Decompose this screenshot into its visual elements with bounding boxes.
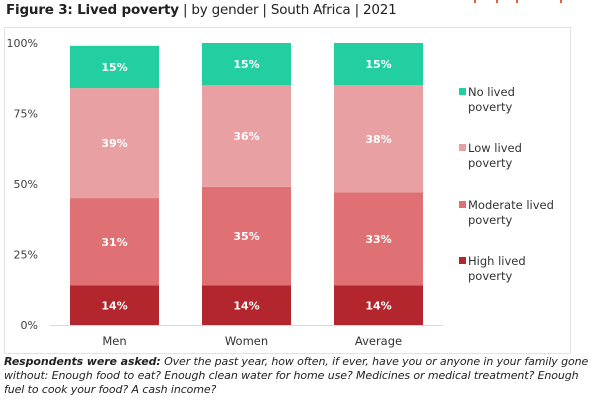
bar-segment-high (334, 285, 423, 325)
survey-question-caption: Respondents were asked: Over the past ye… (4, 355, 598, 397)
chart-title-rest: | by gender | South Africa | 2021 (178, 2, 397, 18)
bars: 14% 31% 39% 15% 14% 35% 36% 15% 14% 33% 38% 15% (70, 43, 423, 325)
y-tick-label: 50% (14, 178, 38, 191)
data-label: 35% (233, 230, 259, 243)
x-tick-label: Men (102, 334, 126, 348)
cropped-top-decoration (470, 0, 566, 3)
data-label: 36% (233, 130, 259, 143)
bar-segment-no (70, 45, 159, 89)
chart-title: Figure 3: Lived poverty | by gender | So… (6, 2, 397, 18)
caption-text: Over the past year, how often, if ever, … (4, 355, 589, 396)
data-label: 38% (365, 133, 391, 146)
bar-segment-moderate (334, 192, 423, 286)
y-axis: 0% 25% 50% 75% 100% (7, 37, 38, 332)
y-tick-label: 75% (14, 108, 38, 121)
bar-segment-high (202, 285, 291, 325)
data-label: 39% (101, 137, 127, 150)
bar-group-average: 14% 33% 38% 15% (334, 43, 423, 325)
legend-swatch (459, 144, 466, 151)
chart-title-bold: Figure 3: Lived poverty (6, 2, 179, 18)
y-tick-label: 100% (7, 37, 38, 50)
data-label: 14% (233, 299, 259, 312)
legend-label: Moderate lived (468, 198, 554, 212)
bar-segment-high (70, 285, 159, 325)
legend-label: No lived (468, 85, 515, 99)
legend-label: High lived (468, 254, 526, 268)
data-label: 15% (233, 58, 259, 71)
bar-segment-low (334, 85, 423, 193)
caption-lead: Respondents were asked: (4, 355, 161, 368)
data-label: 15% (101, 61, 127, 74)
legend-label: Low lived (468, 141, 522, 155)
y-tick-label: 0% (21, 319, 38, 332)
legend-swatch (459, 201, 466, 208)
data-label: 31% (101, 236, 127, 249)
data-label: 14% (101, 299, 127, 312)
x-tick-label: Women (225, 334, 268, 348)
bar-segment-no (334, 43, 423, 86)
x-tick-label: Average (355, 334, 402, 348)
bar-segment-moderate (202, 186, 291, 286)
bar-group-men: 14% 31% 39% 15% (70, 45, 159, 325)
data-label: 15% (365, 58, 391, 71)
y-tick-label: 25% (14, 249, 38, 262)
bar-group-women: 14% 35% 36% 15% (202, 43, 291, 325)
bar-segment-no (202, 43, 291, 86)
legend-label: poverty (468, 213, 512, 227)
data-label: 14% (365, 299, 391, 312)
legend-swatch (459, 257, 466, 264)
legend-label: poverty (468, 156, 512, 170)
bar-segment-moderate (70, 198, 159, 286)
legend-label: poverty (468, 100, 512, 114)
x-axis: Men Women Average (102, 334, 402, 348)
data-label: 33% (365, 233, 391, 246)
chart-frame (4, 27, 571, 354)
legend-swatch (459, 88, 466, 95)
bar-segment-low (70, 88, 159, 199)
legend-label: poverty (468, 269, 512, 283)
bar-segment-low (202, 85, 291, 187)
